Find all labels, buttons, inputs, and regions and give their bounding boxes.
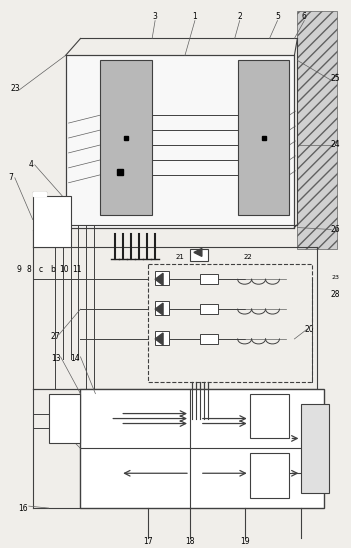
Bar [302, 404, 329, 493]
Text: 5: 5 [275, 12, 280, 21]
Text: 9: 9 [16, 265, 21, 274]
Polygon shape [33, 192, 46, 196]
Text: 19: 19 [240, 538, 250, 546]
Text: 15: 15 [51, 424, 60, 433]
Bar [238, 60, 290, 215]
Text: 2: 2 [237, 12, 242, 21]
Text: b: b [50, 265, 55, 274]
Bar [200, 334, 218, 344]
Polygon shape [155, 333, 163, 345]
Text: 16: 16 [18, 504, 28, 512]
Bar [66, 55, 294, 227]
Text: 25: 25 [330, 74, 340, 83]
Polygon shape [155, 273, 163, 285]
Text: 24: 24 [330, 140, 340, 150]
Bar [49, 393, 80, 443]
Text: 27: 27 [51, 333, 60, 341]
Text: 1: 1 [193, 12, 197, 21]
Bar [155, 301, 169, 315]
Text: 23: 23 [10, 84, 20, 93]
Text: 26: 26 [330, 225, 340, 234]
Polygon shape [155, 303, 163, 315]
Text: 23: 23 [331, 275, 339, 280]
Text: c: c [39, 265, 43, 274]
Bar [155, 271, 169, 285]
Text: 17: 17 [143, 538, 153, 546]
Bar [33, 196, 71, 248]
Polygon shape [194, 248, 202, 256]
Text: 18: 18 [185, 538, 195, 546]
Text: 28: 28 [330, 290, 340, 299]
Bar [297, 10, 337, 249]
Text: 13: 13 [51, 355, 60, 363]
Bar [250, 453, 290, 498]
Text: 8: 8 [26, 265, 31, 274]
Bar [148, 264, 312, 382]
Bar [200, 275, 218, 284]
Text: 11: 11 [72, 265, 81, 274]
Text: 14: 14 [71, 355, 80, 363]
Bar [155, 331, 169, 345]
Bar [250, 393, 290, 438]
Text: 10: 10 [59, 265, 68, 274]
Bar [190, 249, 208, 261]
Text: 3: 3 [153, 12, 158, 21]
Bar [80, 389, 324, 508]
Text: 7: 7 [8, 173, 13, 182]
Bar [100, 60, 152, 215]
Text: 20: 20 [305, 324, 314, 334]
Text: 21: 21 [176, 254, 184, 260]
Text: 4: 4 [28, 161, 33, 169]
Text: 6: 6 [302, 12, 307, 21]
Bar [200, 304, 218, 314]
Text: 22: 22 [243, 254, 252, 260]
